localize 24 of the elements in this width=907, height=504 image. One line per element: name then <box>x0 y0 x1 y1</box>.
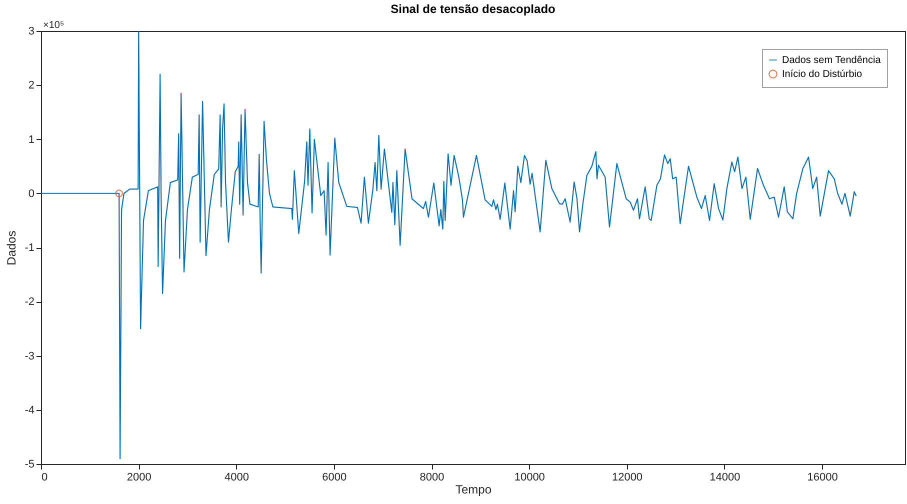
x-tick-label: 6000 <box>322 472 347 484</box>
legend-label: Início do Distúrbio <box>782 69 862 80</box>
y-tick-label: 0 <box>28 188 34 200</box>
y-tick-label: -4 <box>24 404 34 416</box>
x-tick-label: 10000 <box>514 472 545 484</box>
y-tick-label: 3 <box>28 26 34 38</box>
x-tick-label: 2000 <box>126 472 152 484</box>
x-tick-label: 4000 <box>224 472 249 484</box>
x-tick-label: 14000 <box>710 472 740 484</box>
y-tick-label: 2 <box>28 80 34 92</box>
legend-label: Dados sem Tendência <box>782 55 882 66</box>
y-tick-label: -3 <box>24 350 34 362</box>
y-tick-label: 1 <box>28 134 34 146</box>
y-tick-label: -5 <box>24 458 34 470</box>
x-tick-label: 0 <box>42 472 48 484</box>
chart-title: Sinal de tensão desacoplado <box>390 2 556 16</box>
y-tick-label: -2 <box>24 296 34 308</box>
x-tick-label: 12000 <box>612 472 643 484</box>
x-tick-label: 8000 <box>420 472 444 484</box>
text: ×10⁵ <box>43 20 64 31</box>
x-tick-label: 16000 <box>807 472 838 484</box>
y-axis-title: Dados <box>4 230 19 266</box>
y-tick-label: -1 <box>24 242 34 254</box>
x-axis-title: Tempo <box>455 482 492 496</box>
